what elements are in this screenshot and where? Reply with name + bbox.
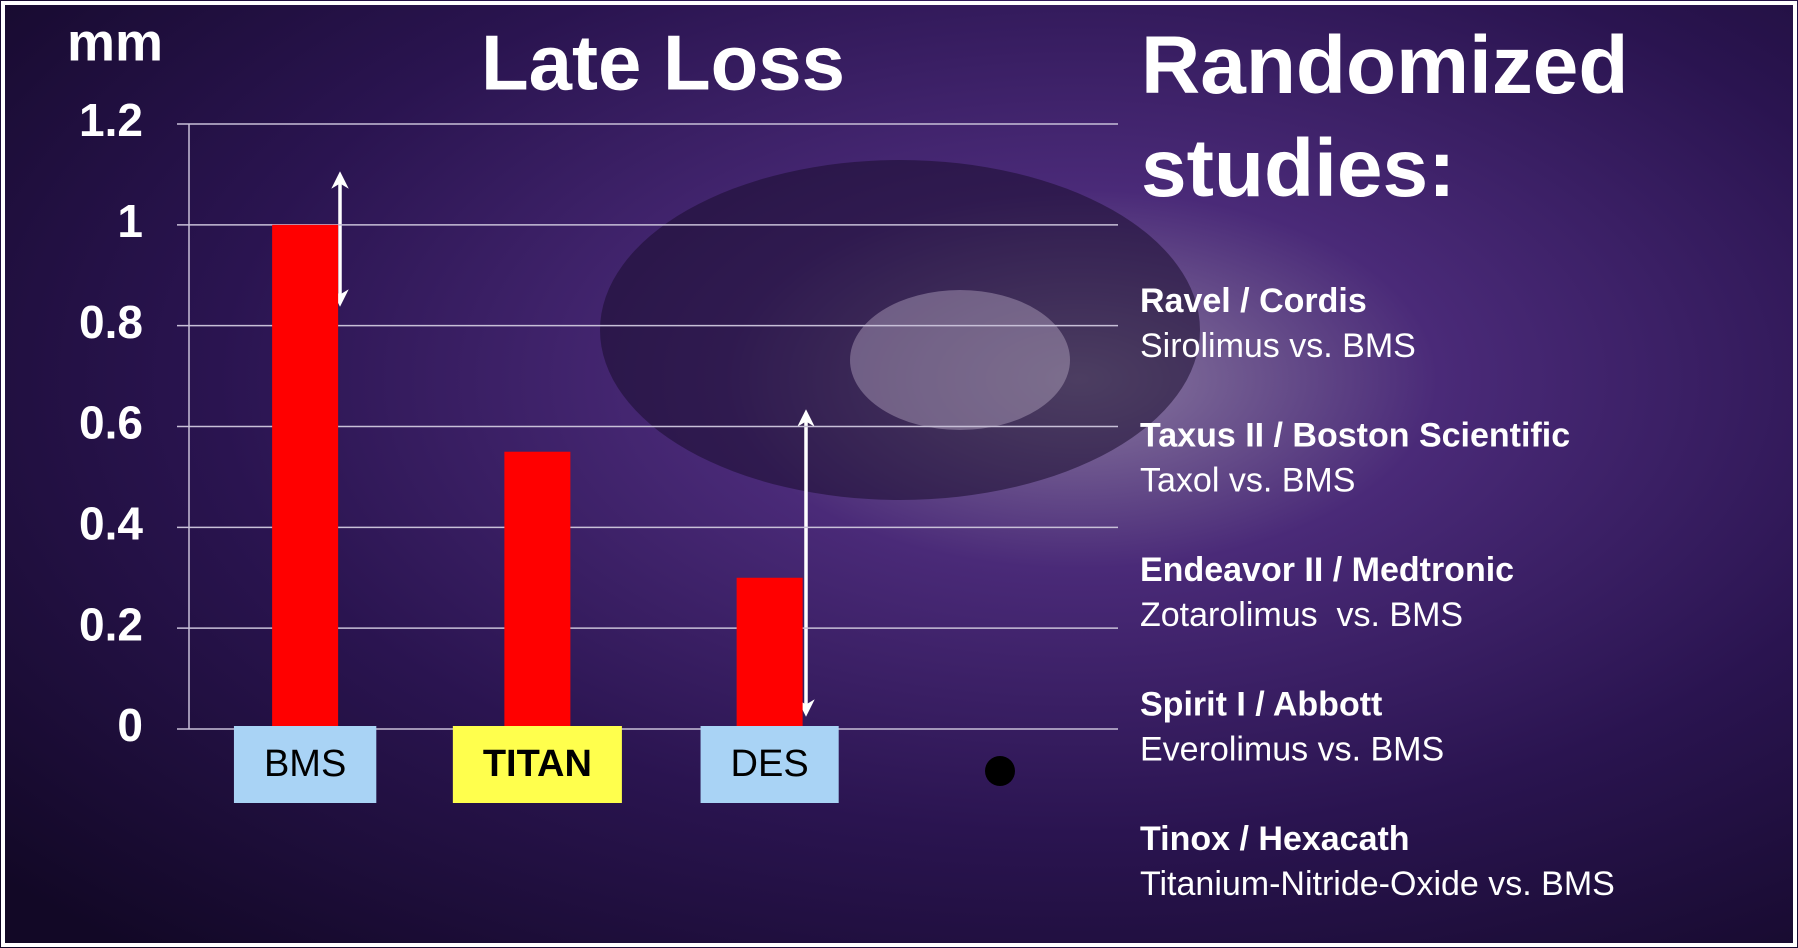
category-label-box [233, 726, 377, 803]
y-tick-label: 1 [117, 195, 143, 247]
study-name: Ravel / Cordis [1140, 282, 1367, 320]
y-tick-label: 1.2 [79, 94, 143, 146]
study-name: Tinox / Hexacath [1140, 820, 1410, 858]
category-label-box [452, 726, 622, 803]
y-tick-label: 0.8 [79, 296, 143, 348]
study-name: Spirit I / Abbott [1140, 685, 1382, 723]
y-tick-label: 0.4 [79, 497, 143, 549]
x-tick-label: BMS [264, 743, 346, 785]
x-tick-label: TITAN [483, 743, 592, 785]
bar [736, 577, 803, 729]
chart-title: Late Loss [481, 19, 845, 107]
y-tick-label: 0.2 [79, 598, 143, 650]
background-shape [600, 160, 1200, 500]
study-detail: Sirolimus vs. BMS [1140, 327, 1416, 365]
bar [272, 224, 339, 730]
sidebar-title: Randomized studies: [1141, 20, 1628, 214]
sidebar-title-text: studies: [1141, 123, 1455, 214]
study-detail: Taxol vs. BMS [1140, 461, 1355, 499]
study-name: Endeavor II / Medtronic [1140, 551, 1514, 589]
background-glow [850, 290, 1070, 430]
y-axis-label: mm [67, 12, 163, 72]
sidebar-title-text: Randomized [1141, 20, 1628, 111]
study-detail: Everolimus vs. BMS [1140, 730, 1444, 768]
y-tick-label: 0 [117, 699, 143, 751]
study-detail: Titanium-Nitride-Oxide vs. BMS [1140, 865, 1615, 903]
category-label-box [700, 726, 839, 803]
study-name: Taxus II / Boston Scientific [1140, 416, 1570, 454]
dot [985, 756, 1015, 786]
study-detail: Zotarolimus vs. BMS [1140, 596, 1463, 634]
x-tick-label: DES [731, 743, 809, 785]
y-tick-label: 0.6 [79, 397, 143, 449]
bar [504, 451, 571, 729]
